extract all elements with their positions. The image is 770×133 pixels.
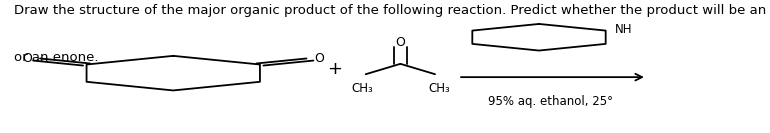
Text: O: O: [396, 36, 405, 49]
Text: O: O: [314, 52, 324, 65]
Text: or an enone.: or an enone.: [14, 51, 99, 64]
Text: CH₃: CH₃: [351, 82, 373, 95]
Text: Draw the structure of the major organic product of the following reaction. Predi: Draw the structure of the major organic …: [14, 4, 770, 17]
Text: NH: NH: [615, 23, 632, 36]
Text: CH₃: CH₃: [428, 82, 450, 95]
Text: +: +: [327, 60, 343, 78]
Text: 95% aq. ethanol, 25°: 95% aq. ethanol, 25°: [488, 95, 613, 108]
Text: O: O: [22, 52, 32, 65]
